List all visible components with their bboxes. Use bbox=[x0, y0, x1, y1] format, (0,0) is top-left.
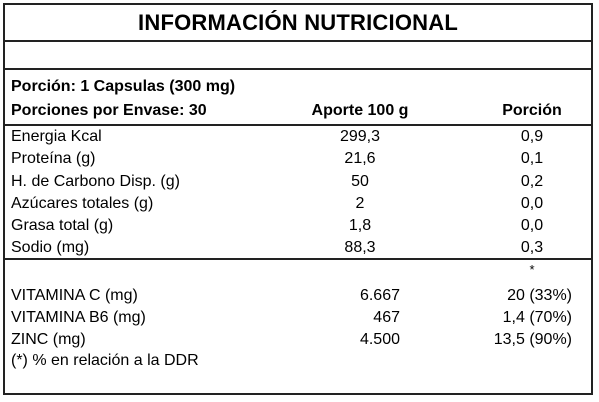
vitamin-portion: 13,5 (90%) bbox=[493, 331, 572, 348]
portion-size: Porción: 1 Capsulas (300 mg) bbox=[11, 78, 236, 95]
nutrient-portion: 0,9 bbox=[520, 128, 544, 145]
nutrient-portion: 0,3 bbox=[520, 239, 544, 256]
vitamin-per100: 4.500 bbox=[359, 331, 400, 348]
nutrient-per100: 1,8 bbox=[348, 217, 372, 234]
nutrient-portion: 0,2 bbox=[520, 173, 544, 190]
vitamin-name: VITAMINA B6 (mg) bbox=[11, 309, 146, 326]
divider-title bbox=[3, 40, 593, 42]
divider-vitamins bbox=[3, 258, 593, 260]
nutrient-per100: 2 bbox=[355, 195, 365, 212]
nutrient-portion: 0,0 bbox=[520, 195, 544, 212]
nutrient-per100: 88,3 bbox=[344, 239, 376, 256]
vitamin-portion: 20 (33%) bbox=[507, 287, 572, 304]
nutrient-name: Proteína (g) bbox=[11, 150, 96, 167]
nutrient-per100: 299,3 bbox=[339, 128, 381, 145]
nutrition-table bbox=[3, 3, 593, 395]
nutrient-name: Sodio (mg) bbox=[11, 239, 90, 256]
servings-per-container: Porciones por Envase: 30 bbox=[11, 102, 207, 119]
vitamin-per100: 6.667 bbox=[359, 287, 400, 304]
ddr-footnote: (*) % en relación a la DDR bbox=[11, 352, 199, 369]
vitamin-per100: 467 bbox=[373, 309, 400, 326]
column-header-per100: Aporte 100 g bbox=[311, 102, 409, 119]
vitamin-name: ZINC (mg) bbox=[11, 331, 86, 348]
ddr-asterisk: * bbox=[529, 262, 535, 277]
divider-columns bbox=[3, 124, 593, 126]
nutrient-name: Grasa total (g) bbox=[11, 217, 114, 234]
nutrient-per100: 50 bbox=[351, 173, 369, 190]
nutrient-name: Azúcares totales (g) bbox=[11, 195, 154, 212]
nutrient-name: Energia Kcal bbox=[11, 128, 102, 145]
nutrient-per100: 21,6 bbox=[344, 150, 376, 167]
nutrient-portion: 0,1 bbox=[520, 150, 544, 167]
column-header-portion: Porción bbox=[502, 102, 562, 119]
nutrient-name: H. de Carbono Disp. (g) bbox=[11, 173, 180, 190]
vitamin-name: VITAMINA C (mg) bbox=[11, 287, 138, 304]
divider-header bbox=[3, 68, 593, 70]
vitamin-portion: 1,4 (70%) bbox=[502, 309, 572, 326]
table-title: INFORMACIÓN NUTRICIONAL bbox=[138, 10, 458, 35]
nutrient-portion: 0,0 bbox=[520, 217, 544, 234]
